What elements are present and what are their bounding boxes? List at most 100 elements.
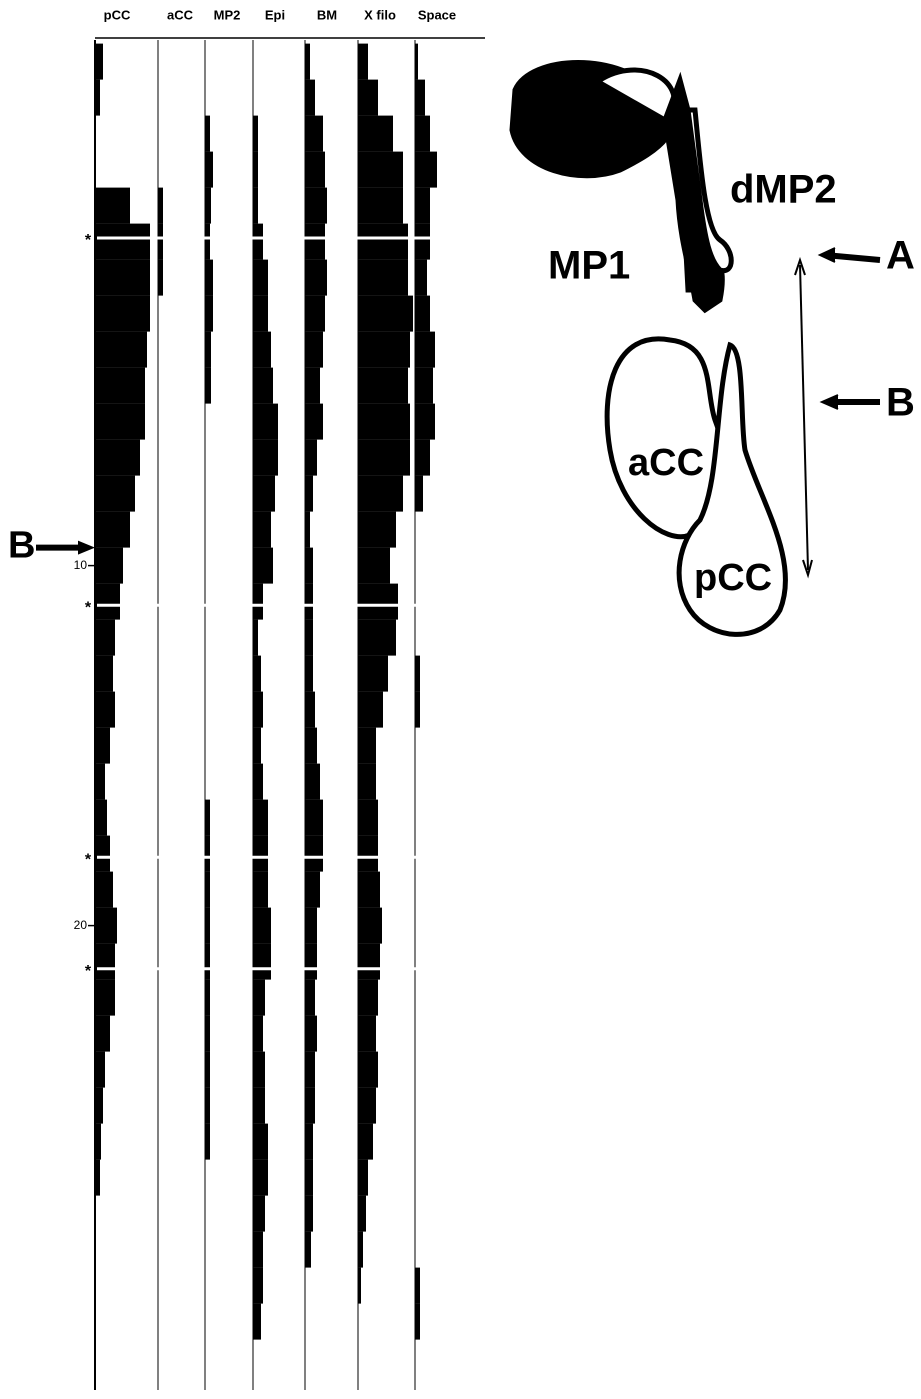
annotation: B <box>8 525 35 567</box>
profile-bar <box>358 295 413 332</box>
profile-bar <box>253 331 271 368</box>
profile-bar <box>95 619 115 656</box>
profile-bar <box>253 367 273 404</box>
profile-bar <box>205 259 213 296</box>
profile-bar <box>415 1267 420 1304</box>
profile-bar <box>358 727 376 764</box>
profile-bar <box>205 331 211 368</box>
profile-bar <box>205 367 211 404</box>
profile-bar <box>358 259 408 296</box>
profile-bar <box>253 187 258 224</box>
profile-bar <box>95 871 113 908</box>
profile-bar <box>415 295 430 332</box>
profile-bar <box>95 187 130 224</box>
profile-bar <box>358 115 393 152</box>
profile-bar <box>95 943 115 980</box>
profile-bar <box>358 655 388 692</box>
profile-bar <box>305 619 313 656</box>
profile-bar <box>358 1231 363 1268</box>
profile-bar <box>305 1159 313 1196</box>
profile-bar <box>205 943 210 980</box>
profile-bar <box>95 439 140 476</box>
profile-bar <box>205 223 210 260</box>
profile-bar <box>358 475 403 512</box>
profile-bar <box>95 1159 100 1196</box>
profile-bar <box>253 1123 268 1160</box>
annotation: * <box>85 851 92 868</box>
profile-bar <box>95 367 145 404</box>
profile-bar <box>205 907 210 944</box>
profile-bar <box>253 1051 265 1088</box>
profile-bar <box>358 1087 376 1124</box>
profile-bar <box>158 259 163 296</box>
profile-bar <box>415 331 435 368</box>
profile-bar <box>95 727 110 764</box>
profile-bar <box>158 223 163 260</box>
profile-bar <box>253 439 278 476</box>
profile-bar <box>95 331 147 368</box>
profile-bar <box>358 943 380 980</box>
y-tick-label: 20 <box>74 918 88 932</box>
profile-bar <box>415 259 427 296</box>
profile-bar <box>158 187 163 224</box>
profile-bar <box>358 979 378 1016</box>
diagram-label: B <box>886 381 915 425</box>
column-header: MP2 <box>214 7 241 22</box>
profile-bar <box>305 691 315 728</box>
profile-bar <box>358 547 390 584</box>
profile-bar <box>358 511 396 548</box>
profile-bar <box>253 1015 263 1052</box>
profile-bar <box>358 1267 361 1304</box>
profile-bar <box>415 1303 420 1340</box>
profile-bar <box>415 43 418 80</box>
profile-bar <box>95 259 150 296</box>
column-header: Space <box>418 7 456 22</box>
profile-bar <box>253 1303 261 1340</box>
profile-bar <box>253 691 263 728</box>
profile-bar <box>305 799 323 836</box>
profile-bar <box>205 295 213 332</box>
profile-bar <box>253 943 271 980</box>
profile-bar <box>358 151 403 188</box>
profile-bar <box>95 79 100 116</box>
profile-bar <box>95 691 115 728</box>
diagram-label: dMP2 <box>730 168 837 212</box>
profile-bar <box>305 331 323 368</box>
profile-bar <box>95 655 113 692</box>
profile-bar <box>305 295 325 332</box>
profile-bar <box>305 367 320 404</box>
profile-bar <box>205 151 213 188</box>
profile-bar <box>95 43 103 80</box>
profile-bar <box>305 1231 311 1268</box>
profile-bar <box>358 1159 368 1196</box>
profile-bar <box>205 187 211 224</box>
annotation-arrowhead <box>78 540 95 555</box>
profile-bar <box>253 403 278 440</box>
profile-bar <box>415 151 437 188</box>
profile-bar <box>95 907 117 944</box>
profile-bar <box>415 691 420 728</box>
diagram-label: aCC <box>628 442 704 484</box>
profile-bar <box>95 1123 101 1160</box>
profile-bar <box>358 1195 366 1232</box>
profile-bar <box>253 547 273 584</box>
profile-bar <box>305 1087 315 1124</box>
diagram-label: MP1 <box>548 244 630 288</box>
profile-bar <box>253 1231 263 1268</box>
profile-bar <box>358 763 376 800</box>
column-header: aCC <box>167 7 194 22</box>
profile-bar <box>415 187 430 224</box>
profile-bar <box>358 331 410 368</box>
profile-bar <box>305 1015 317 1052</box>
profile-bar <box>95 1087 103 1124</box>
column-header: BM <box>317 7 337 22</box>
profile-bar <box>305 1195 313 1232</box>
diagram-label: pCC <box>694 557 772 599</box>
profile-bar <box>253 475 275 512</box>
profile-bar <box>358 835 378 872</box>
profile-bar <box>305 259 327 296</box>
neuron-diagram <box>509 60 881 637</box>
profile-bar <box>415 115 430 152</box>
profile-bar <box>305 79 315 116</box>
profile-bar <box>358 1123 373 1160</box>
